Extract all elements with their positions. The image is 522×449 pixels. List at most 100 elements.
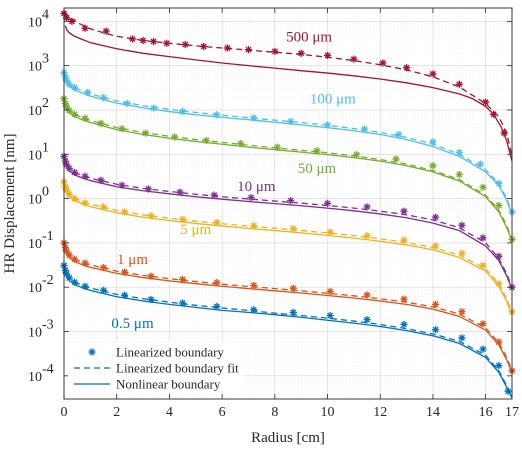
marker-stroke [66, 191, 73, 198]
linearized-point [287, 117, 295, 126]
marker-stroke [250, 222, 257, 229]
y-tick-label: 10 [28, 15, 42, 30]
marker-stroke [121, 269, 128, 276]
marker-stroke [250, 114, 257, 121]
legend-label: Nonlinear boundary [116, 377, 221, 392]
marker-stroke [142, 130, 149, 137]
legend-item: Nonlinear boundary [74, 377, 221, 392]
linearized-point [455, 170, 463, 179]
marker-stroke [179, 216, 186, 223]
linearized-point [147, 212, 155, 220]
marker-stroke [71, 169, 78, 176]
linearized-point [495, 338, 503, 346]
linearized-point [479, 320, 487, 328]
linearized-point [431, 213, 440, 221]
marker-stroke [147, 273, 154, 280]
marker-stroke [290, 285, 297, 292]
linearized-point [250, 114, 258, 122]
linearized-point [289, 308, 297, 317]
linearized-point [142, 129, 150, 137]
linearized-point [250, 222, 258, 230]
linearized-point [395, 130, 403, 139]
linearized-point [400, 207, 408, 215]
marker-stroke [71, 84, 78, 91]
x-tick-label: 4 [166, 405, 173, 420]
linearized-point [181, 40, 189, 49]
linearized-point [352, 151, 361, 159]
linearized-point [431, 300, 440, 308]
linearized-point [70, 110, 79, 118]
linearized-point [65, 190, 73, 198]
marker-stroke [63, 103, 70, 110]
linearized-point [150, 37, 158, 46]
linearized-point [250, 281, 258, 289]
marker-stroke [393, 156, 400, 163]
linearized-point [323, 51, 332, 60]
marker-stroke [147, 212, 154, 219]
linearized-point [495, 201, 503, 210]
linearized-point [70, 83, 79, 92]
linearized-point [102, 27, 110, 35]
marker-stroke [480, 262, 487, 269]
marker-stroke [200, 43, 207, 50]
linearized-point [479, 345, 487, 353]
marker-stroke [179, 300, 186, 307]
marker-stroke [298, 50, 305, 57]
marker-stroke [482, 99, 489, 106]
y-tick-label: 10 [28, 326, 42, 341]
marker-stroke [63, 14, 70, 21]
linearized-point [495, 179, 503, 188]
marker-stroke [364, 232, 371, 239]
marker-stroke [432, 214, 439, 221]
marker-stroke [145, 185, 152, 192]
linearized-point [63, 161, 71, 169]
y-tick-exponent: 1 [42, 140, 49, 155]
marker-stroke [327, 312, 334, 319]
marker-stroke [63, 77, 70, 84]
linearized-point [250, 306, 258, 314]
marker-stroke [403, 64, 410, 71]
linearized-point [65, 274, 73, 282]
marker-stroke [71, 256, 78, 263]
marker-stroke [429, 162, 436, 169]
linearized-point [178, 275, 187, 284]
marker-stroke [248, 194, 255, 201]
marker-stroke [71, 195, 78, 202]
marker-stroke [327, 229, 334, 236]
y-tick-exponent: -1 [42, 229, 54, 244]
series-group [60, 152, 516, 291]
series-group [60, 95, 516, 243]
y-tick-label: 10 [28, 104, 42, 119]
marker-stroke [100, 94, 107, 101]
linearized-point [178, 107, 187, 116]
y-tick-label: 10 [28, 237, 42, 252]
marker-stroke [66, 274, 73, 281]
series-label: 10 μm [237, 179, 276, 195]
linearized-point [171, 133, 179, 141]
marker-stroke [213, 303, 220, 310]
linearized-point [147, 272, 155, 280]
marker-stroke [121, 208, 128, 215]
linearized-point [326, 287, 334, 296]
linearized-point [429, 162, 437, 170]
linearized-point [97, 119, 105, 127]
y-tick-exponent: -4 [42, 362, 54, 377]
marker-stroke [97, 177, 104, 184]
marker-stroke [118, 182, 125, 189]
linearized-point [495, 252, 503, 260]
marker-stroke [213, 111, 220, 118]
linearized-point [144, 185, 152, 193]
series-label: 100 μm [310, 91, 356, 107]
marker-stroke [63, 187, 70, 194]
marker-stroke [274, 144, 281, 151]
marker-stroke [176, 189, 183, 196]
linearized-point [210, 191, 218, 199]
marker-stroke [147, 296, 154, 303]
marker-stroke [456, 171, 463, 178]
marker-stroke [458, 334, 465, 341]
marker-stroke [66, 165, 73, 172]
series-label: 50 μm [298, 161, 337, 177]
linearized-point [323, 199, 332, 207]
